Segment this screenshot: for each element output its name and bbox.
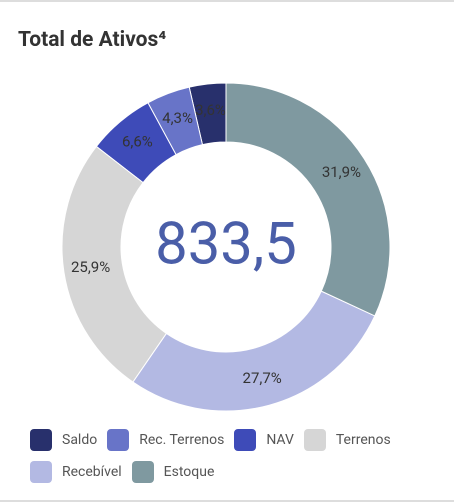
- legend-label: Rec. Terrenos: [139, 432, 225, 448]
- legend: Saldo Rec. Terrenos NAV Terrenos Recebível Es…: [30, 428, 440, 484]
- legend-item: NAV: [234, 428, 294, 452]
- legend-swatch: [107, 429, 130, 451]
- donut-segment: [132, 290, 376, 412]
- legend-swatch: [131, 461, 154, 483]
- legend-item: Saldo: [30, 428, 97, 452]
- legend-label: Terrenos: [335, 432, 391, 448]
- legend-item: Terrenos: [303, 428, 391, 452]
- value-label: 27,7%: [243, 369, 282, 387]
- value-label: 3,6%: [195, 101, 226, 119]
- legend-swatch: [30, 461, 52, 483]
- legend-item: Estoque: [131, 460, 215, 484]
- value-label: 25,9%: [71, 258, 110, 276]
- center-text: 833,5: [155, 210, 297, 278]
- donut-segment: [61, 145, 168, 383]
- chart: 833,5 3,6%4,3% 6,6% 25,9% 27,7% 31,9%: [61, 82, 391, 412]
- legend-swatch: [30, 429, 52, 451]
- value-label: 31,9%: [322, 163, 361, 181]
- value-label: 4,3%: [162, 109, 193, 127]
- legend-label: Estoque: [163, 464, 215, 480]
- legend-label: NAV: [266, 432, 294, 448]
- legend-label: Saldo: [62, 432, 98, 448]
- donut-segment: [147, 86, 204, 156]
- legend-swatch: [303, 429, 326, 451]
- value-label: 6,6%: [122, 133, 153, 151]
- legend-item: Rec. Terrenos: [107, 428, 224, 452]
- legend-item: Recebível: [30, 460, 122, 484]
- chart-title: Total de Ativos⁴: [18, 28, 167, 52]
- legend-swatch: [234, 429, 257, 451]
- donut-segment: [95, 102, 177, 184]
- donut-segment: [225, 82, 391, 317]
- legend-label: Recebível: [62, 464, 122, 480]
